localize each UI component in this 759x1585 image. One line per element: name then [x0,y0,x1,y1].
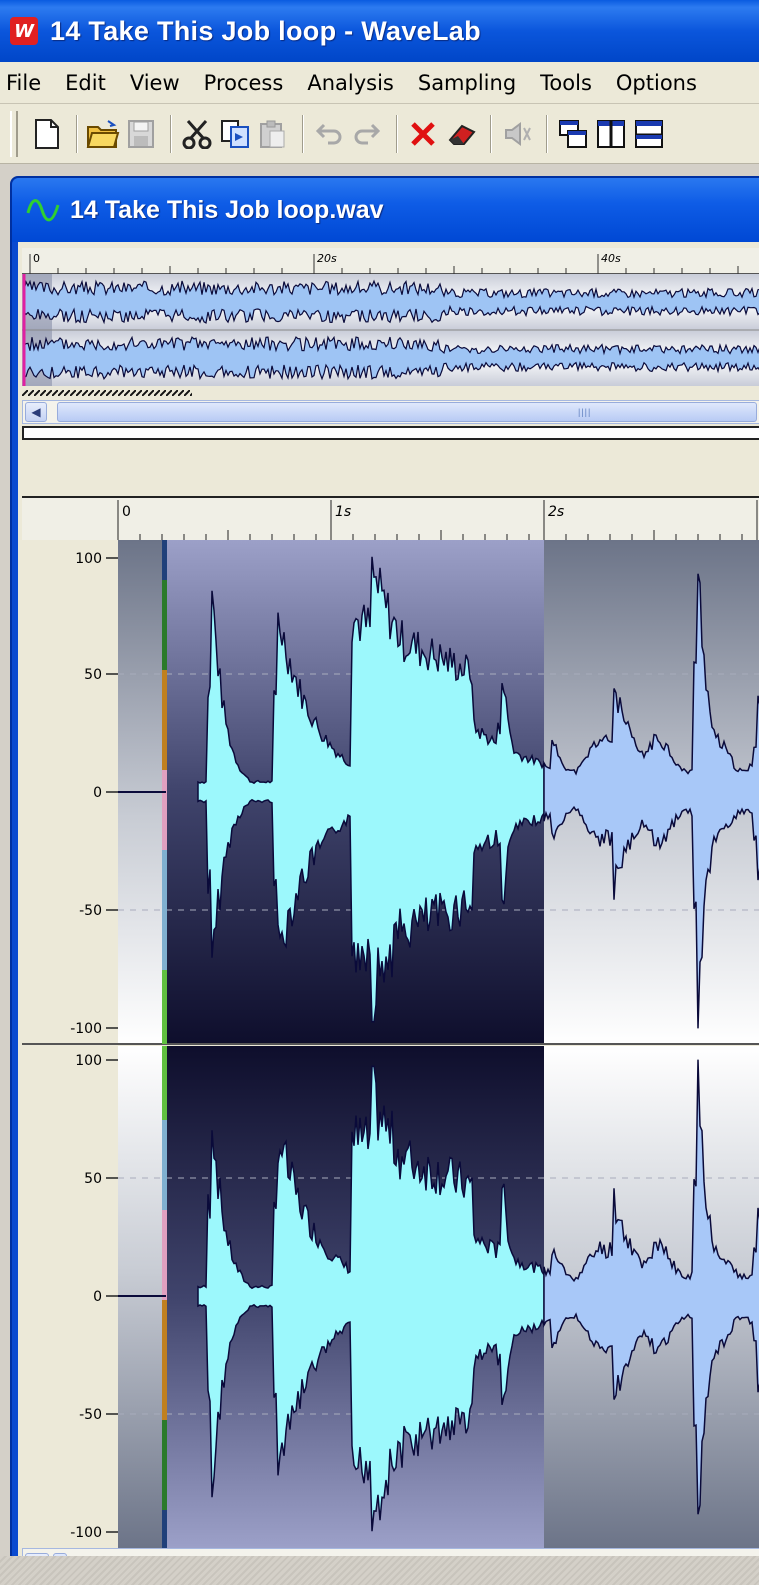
menu-sampling[interactable]: Sampling [417,70,517,95]
overview-scroll-thumb[interactable]: |||| [57,402,757,422]
time-tick-label: 0 [122,504,131,520]
copy-icon[interactable] [218,116,252,152]
time-ruler-ticks: 0 1s 2s [117,500,758,542]
document-window: 14 Take This Job loop.wav [10,176,759,1582]
menu-file[interactable]: File [6,70,42,95]
amplitude-label: 50 [84,667,102,683]
overview-scrollbar[interactable]: ◀ |||| [22,400,759,424]
amplitude-label: 0 [93,785,102,801]
tile-vertical-icon[interactable] [594,116,628,152]
toolbar-separator [490,114,492,153]
open-folder-icon[interactable] [86,116,120,152]
toolbar [0,104,759,164]
toolbar-separator [76,114,78,153]
overview-tick-label: 40s [601,252,621,265]
menu-options[interactable]: Options [615,70,697,95]
zoom-range-indicator [22,390,192,396]
time-ruler[interactable]: 0 1s 2s [22,496,759,542]
overview-position-bar[interactable] [22,426,759,440]
overview-tick-label: 0 [33,252,40,265]
menu-view[interactable]: View [129,70,180,95]
cut-icon[interactable] [180,116,214,152]
overview-right-channel [23,335,759,381]
eraser-icon[interactable] [444,116,478,152]
scroll-left-arrow-icon[interactable]: ◀ [25,402,47,422]
app-title-bar[interactable]: W 14 Take This Job loop - WaveLab [0,0,759,62]
overview-ruler-ticks: 0 20s 40s [29,252,739,274]
menu-edit[interactable]: Edit [65,70,106,95]
toolbar-grip[interactable] [10,110,18,157]
overview-tick-label: 20s [317,252,337,265]
undo-icon[interactable] [312,116,346,152]
document-title-bar[interactable]: 14 Take This Job loop.wav [12,178,759,242]
overview-waveform[interactable] [22,274,759,386]
waveform-file-icon [26,199,60,222]
overview-ruler[interactable]: 0 20s 40s [22,248,759,274]
time-tick-label: 2s [548,504,564,520]
mute-icon[interactable] [500,116,534,152]
app-title: 14 Take This Job loop - WaveLab [50,15,481,46]
amplitude-label: -50 [79,1407,102,1423]
tile-horizontal-icon[interactable] [632,116,666,152]
save-icon[interactable] [124,116,158,152]
menu-analysis[interactable]: Analysis [307,70,394,95]
waveform-editor[interactable]: 100 50 0 -50 -100 100 50 0 -50 -100 [22,540,759,1548]
redo-icon[interactable] [350,116,384,152]
menu-bar: File Edit View Process Analysis Sampling… [0,62,759,104]
right-channel-waveform [543,1059,759,1515]
document-content: 0 20s 40s [18,242,759,1582]
amplitude-label: -100 [70,1525,102,1541]
amplitude-label: 100 [75,551,102,567]
toolbar-separator [396,114,398,153]
left-channel-waveform [543,573,759,1029]
amplitude-label: 50 [84,1171,102,1187]
menu-tools[interactable]: Tools [540,70,592,95]
region-marker-strip [162,540,167,1548]
paste-icon[interactable] [256,116,290,152]
toolbar-separator [546,114,548,153]
status-bar [0,1556,759,1585]
menu-process[interactable]: Process [203,70,284,95]
wavelab-logo-icon: W [10,17,38,45]
amplitude-label: -50 [79,903,102,919]
overview-left-channel [23,279,759,325]
amplitude-label: 100 [75,1053,102,1069]
document-title: 14 Take This Job loop.wav [70,195,384,224]
cascade-windows-icon[interactable] [556,116,590,152]
time-tick-label: 1s [335,504,351,520]
toolbar-separator [170,114,172,153]
amplitude-label: -100 [70,1021,102,1037]
delete-icon[interactable] [406,116,440,152]
toolbar-separator [302,114,304,153]
new-file-icon[interactable] [30,116,64,152]
amplitude-label: 0 [93,1289,102,1305]
